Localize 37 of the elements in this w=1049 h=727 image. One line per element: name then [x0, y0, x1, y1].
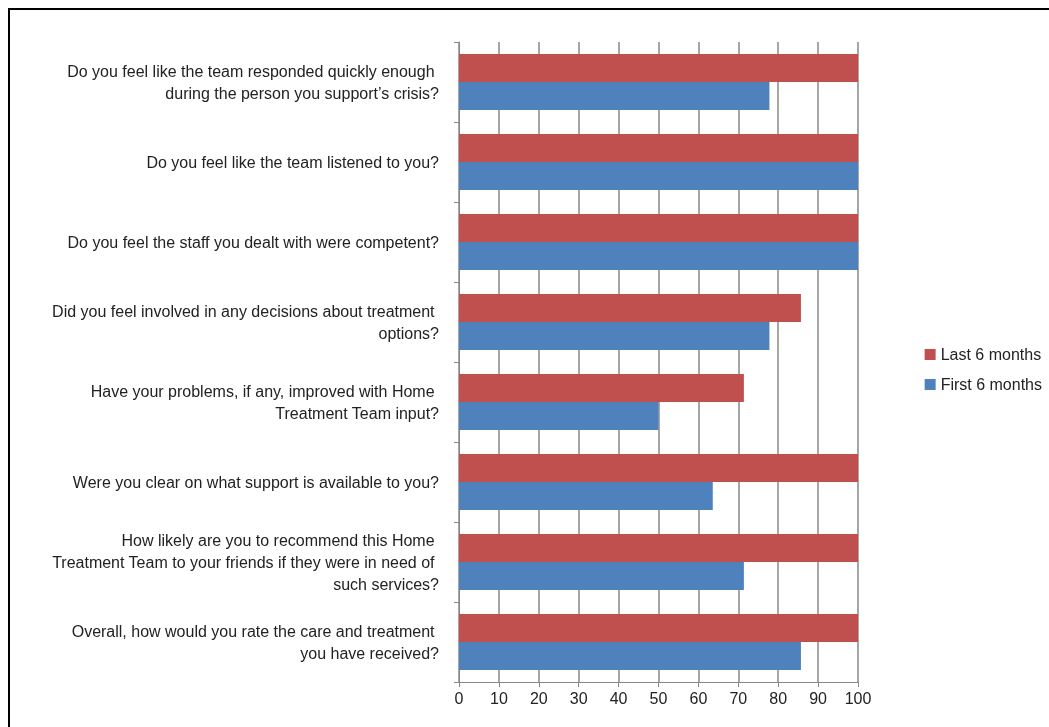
bar: [459, 134, 858, 162]
x-tick-label: 100: [844, 689, 872, 707]
legend-label: First 6 months: [940, 376, 1042, 393]
bar: [459, 322, 770, 350]
x-tick-label: 40: [609, 689, 628, 707]
bar: [459, 294, 801, 322]
bar: [459, 82, 770, 110]
y-tick-label: Do you feel like the team responded quickly enough during the person you support’s crisis?: [67, 62, 440, 102]
bar: [459, 614, 858, 642]
bar: [459, 242, 858, 270]
x-tick-label: 20: [529, 689, 548, 707]
bar: [459, 534, 858, 562]
y-tick-label: Were you clear on what support is available to you?: [72, 473, 440, 491]
y-tick-label: How likely are you to recommend this Home Treatment Team to your friends if they were in need of such services?: [52, 531, 440, 593]
bar: [459, 214, 858, 242]
x-tick-label: 30: [569, 689, 588, 707]
bar: [459, 482, 713, 510]
x-tick-label: 0: [454, 689, 464, 707]
bar: [459, 454, 858, 482]
bar: [459, 402, 659, 430]
x-tick-label: 70: [729, 689, 748, 707]
y-tick-label: Do you feel like the team listened to you?: [146, 153, 440, 171]
x-tick-label: 80: [769, 689, 788, 707]
x-tick-label: 10: [490, 689, 508, 707]
x-tick-label: 50: [649, 689, 668, 707]
y-tick-label: Did you feel involved in any decisions about treatment options?: [52, 302, 440, 342]
y-tick-label: Have your problems, if any, improved with Home Treatment Team input?: [90, 382, 440, 422]
y-tick-label: Overall, how would you rate the care and treatment you have received?: [71, 622, 440, 662]
legend-label: Last 6 months: [940, 346, 1042, 363]
bar: [459, 642, 801, 670]
bar: [459, 162, 858, 190]
bar: [459, 562, 744, 590]
y-tick-label: Do you feel the staff you dealt with were competent?: [67, 233, 440, 251]
x-tick-label: 90: [809, 689, 828, 707]
x-tick-label: 60: [689, 689, 708, 707]
bar: [459, 54, 858, 82]
bar: [459, 374, 744, 402]
